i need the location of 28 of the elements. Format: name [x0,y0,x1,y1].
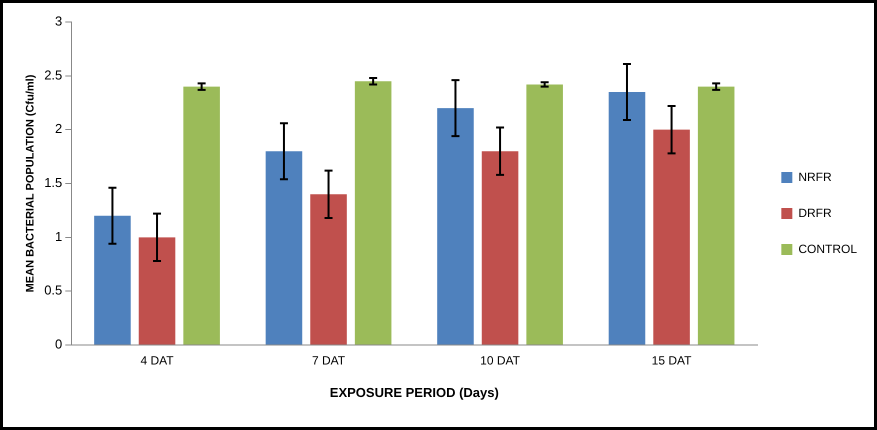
bar [138,237,176,344]
y-tick-label: 2 [55,121,62,136]
y-tick-label: 3 [55,14,62,29]
y-tick-label: 1 [55,228,62,244]
bar [608,92,646,344]
x-tick-label: 10 DAT [480,354,521,368]
bar [310,194,347,344]
x-axis-title: EXPOSURE PERIOD (Days) [330,384,499,400]
x-tick-label: 15 DAT [652,354,692,368]
bar [266,151,302,344]
bar [183,86,220,344]
y-tick-label: 0 [55,336,62,352]
y-axis-title: MEAN BACTERIAL POPULATION (Cfu/ml) [24,74,37,292]
bar [526,84,563,344]
x-tick-label: 4 DAT [140,354,174,368]
bar [698,86,734,344]
bar [94,216,131,344]
bar [354,81,392,344]
legend-label: CONTROL [798,242,858,256]
bar [437,108,474,344]
y-tick-label: 1.5 [44,175,62,190]
x-tick-label: 7 DAT [312,354,346,368]
legend-label: NRFR [798,170,832,184]
bar [653,130,690,344]
y-tick-label: 2.5 [44,67,62,82]
bar [482,151,518,344]
y-tick-label: 0.5 [44,282,62,298]
legend-label: DRFR [798,206,832,220]
